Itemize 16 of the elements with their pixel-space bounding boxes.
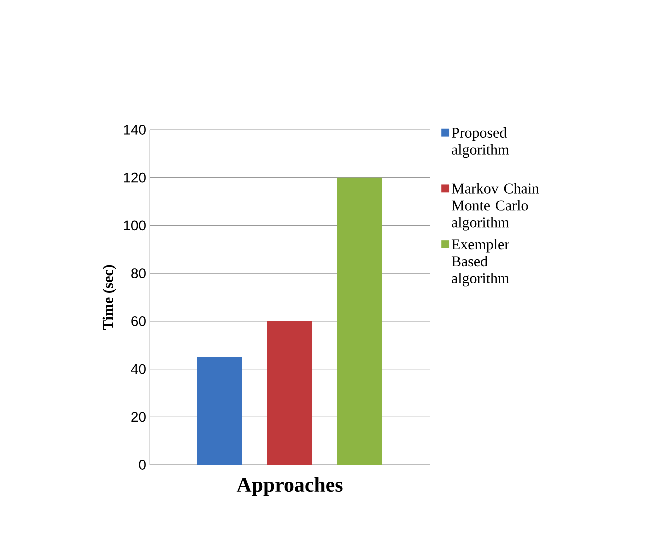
y-tick-label: 40 (131, 364, 146, 374)
y-tick-label: 120 (124, 172, 146, 183)
bar (338, 178, 383, 465)
legend-label: Markov Chain Monte Carlo algorithm (452, 183, 540, 231)
legend-label: Exempler Based algorithm (452, 239, 510, 287)
y-tick-label: 140 (124, 125, 146, 135)
legend-label: Proposed algorithm (452, 127, 510, 158)
y-tick-label: 0 (139, 460, 146, 470)
y-tick-label: 20 (132, 412, 146, 422)
y-axis-title: Time (sec) (102, 265, 116, 330)
y-tick-label: 60 (132, 316, 146, 326)
bar (198, 357, 242, 465)
y-tick-label: 100 (124, 220, 146, 231)
bar (268, 321, 313, 465)
y-tick-label: 80 (132, 268, 146, 279)
x-axis-title: Approaches (236, 477, 343, 496)
